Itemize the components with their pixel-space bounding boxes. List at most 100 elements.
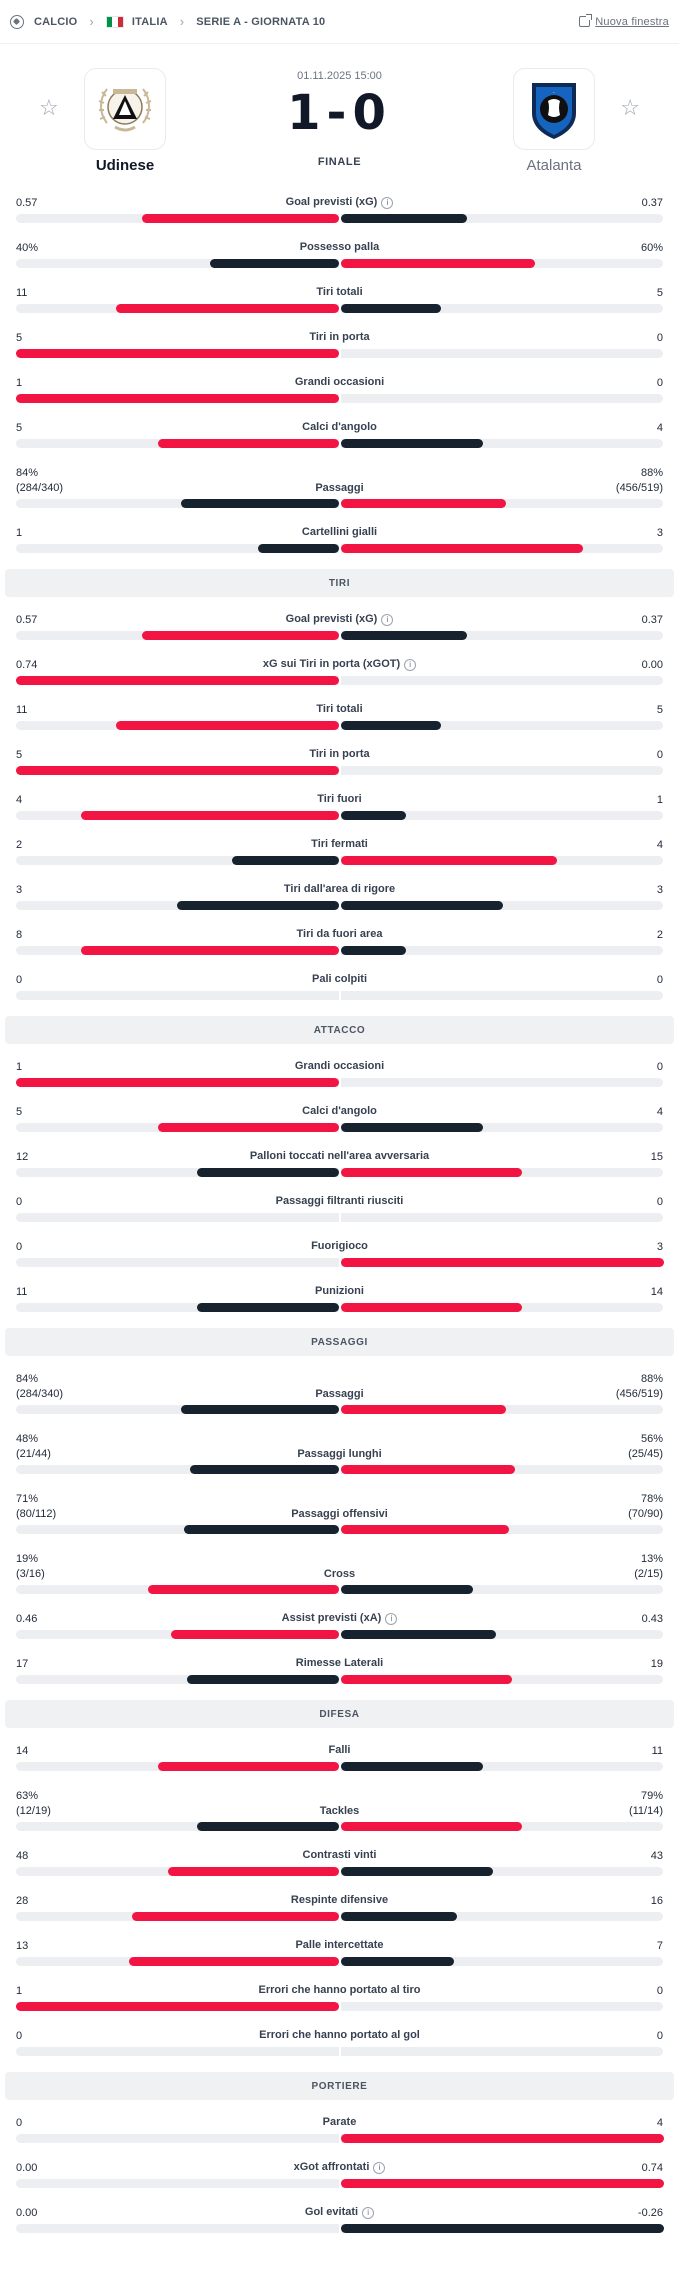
stat-label: Tiri fermati [0,838,679,850]
home-value: 0 [16,2116,22,2131]
info-icon[interactable]: i [381,614,394,626]
info-icon[interactable]: i [385,1613,398,1625]
home-value: 84% (284/340) [16,466,63,496]
away-value-main: 4 [656,1106,663,1118]
bar-track-away [340,2047,663,2056]
home-team-crest[interactable] [84,68,166,150]
breadcrumb-sport[interactable]: CALCIO [34,15,78,28]
match-header: ☆ Udinese 01.11.2025 15:00 1-0 FINALE · … [0,44,679,184]
home-value-main: 8 [16,929,23,941]
away-value: 0 [657,1060,663,1075]
home-value-main: 0.74 [16,659,38,671]
stat-row: 8 Tiri da fuori area 2 [0,916,679,961]
away-value: 0 [657,331,663,346]
bar-track-home [16,1213,339,1222]
stat-row: 0.57 Goal previsti (xG) i 0.37 [0,601,679,646]
away-value: 0.37 [642,196,663,211]
bar-fill-away [340,304,441,313]
stat-label-text: Goal previsti (xG) [285,613,378,625]
stat-label-text: Goal previsti (xG) [285,196,378,208]
bar-fill-away [340,2179,664,2188]
bar-fill-home [157,1762,339,1771]
comparison-bar [16,811,663,820]
home-value-main: 0 [16,2030,23,2042]
home-value: 14 [16,1744,28,1759]
home-value-main: 1 [16,1061,23,1073]
bar-fill-home [15,349,339,358]
home-value-detail: (3/16) [16,1568,45,1580]
away-value: 0.74 [642,2161,663,2176]
stat-row: 40% Possesso palla 60% [0,229,679,274]
away-team-crest[interactable]: · [513,68,595,150]
stat-label: Tiri in porta [0,748,679,760]
info-icon[interactable]: i [404,659,417,671]
away-value: 3 [657,526,663,541]
bar-track-home [16,259,339,268]
stat-group: PORTIERE 0 Parate 4 0.00 xGot affrontati i 0.74… [0,2072,679,2239]
home-value-main: 13 [16,1940,29,1952]
bar-fill-home [15,676,339,685]
stat-label-text: Grandi occasioni [294,376,385,388]
home-value-detail: (284/340) [16,482,64,494]
bar-fill-home [80,946,339,955]
comparison-bar [15,394,663,403]
away-value-main: 0 [656,974,663,986]
away-team-name[interactable]: Atalanta [526,157,582,174]
away-value: 0 [657,1195,663,1210]
favorite-home-star-icon[interactable]: ☆ [39,95,59,120]
comparison-bar [16,1912,663,1921]
away-value-main: 1 [656,794,663,806]
bar-track-away [340,1123,663,1132]
away-value: 4 [657,838,663,853]
comparison-bar [16,901,663,910]
bar-track-home [16,1675,339,1684]
new-window-label: Nuova finestra [595,15,669,28]
away-value-main: 0.43 [641,1613,663,1625]
away-value-main: 78% [640,1493,663,1505]
bar-track-away [340,676,663,685]
bar-fill-home [141,631,339,640]
home-value: 1 [16,376,22,391]
home-value: 19% (3/16) [16,1552,45,1582]
stat-label: Passaggi [0,482,679,494]
favorite-away-star-icon[interactable]: ☆ [620,95,640,120]
away-value-main: 0 [656,1196,663,1208]
stat-label: Calci d'angolo [0,1105,679,1117]
stat-label-text: Cross [323,1568,356,1580]
comparison-bar [16,721,663,730]
breadcrumb-competition[interactable]: SERIE A - GIORNATA 10 [196,15,326,28]
bar-fill-away [340,1675,512,1684]
away-value-main: 7 [656,1940,663,1952]
bar-fill-home [115,721,339,730]
comparison-bar [16,1258,664,1267]
away-value: 0 [657,2029,663,2044]
new-window-link[interactable]: Nuova finestra [579,14,669,28]
stat-label-text: Calci d'angolo [302,1105,377,1117]
bar-fill-home [157,439,339,448]
bar-fill-home [196,1822,339,1831]
home-value: 63% (12/19) [16,1789,51,1819]
home-team-name[interactable]: Udinese [95,157,155,174]
breadcrumb-country[interactable]: ITALIA [131,15,168,28]
home-value-main: 11 [16,1286,28,1298]
info-icon[interactable]: i [373,2162,386,2174]
statistics-list: 0.57 Goal previsti (xG) i 0.37 40% Possesso p… [0,184,679,2239]
bar-fill-home [176,901,339,910]
home-value-detail: (80/112) [16,1508,57,1520]
bar-track-home [16,1822,339,1831]
comparison-bar [16,499,663,508]
info-icon[interactable]: i [362,2207,375,2219]
stat-label: Contrasti vinti [0,1849,679,1861]
away-value-main: 0 [656,2030,663,2042]
away-value-main: 4 [656,2117,663,2129]
home-value: 1 [16,526,22,541]
away-value: 60% [641,241,663,256]
stat-row: 71% (80/112) Passaggi offensivi 78% (70/90) [0,1480,679,1540]
stat-row: 63% (12/19) Tackles 79% (11/14) [0,1777,679,1837]
external-link-icon [579,14,593,27]
away-value-detail: (25/45) [628,1448,663,1460]
home-value-main: 0 [16,1196,23,1208]
info-icon[interactable]: i [381,197,394,209]
match-score: 1-0 [287,85,392,141]
bar-fill-home [257,544,339,553]
